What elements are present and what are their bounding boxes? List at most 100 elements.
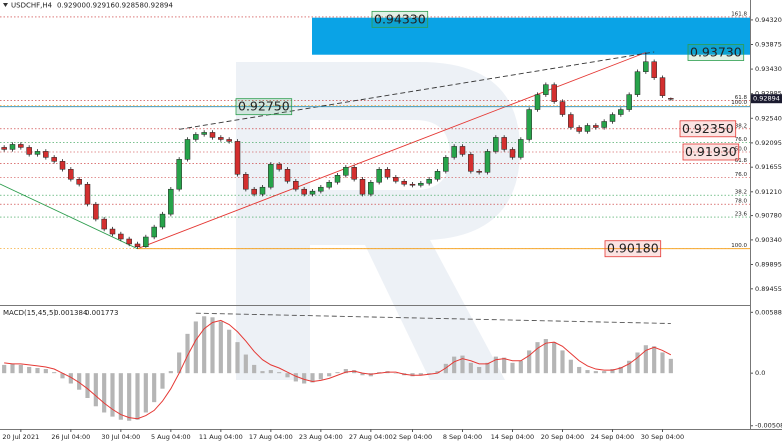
candle-body [193, 134, 199, 140]
macd-bar [460, 355, 465, 374]
candle-body [626, 94, 632, 110]
macd-bar [452, 356, 457, 374]
macd-bar [410, 373, 415, 377]
candle-body [568, 114, 574, 128]
x-tick-label: 30 Sep 04:00 [641, 433, 684, 441]
candle-body [218, 137, 224, 140]
signal-line [4, 319, 672, 420]
y-tick-label: 0.93875 [755, 40, 782, 48]
macd-bar [143, 373, 148, 413]
macd-bar [227, 329, 232, 374]
candle-body [118, 233, 124, 240]
macd-bar [293, 373, 298, 382]
macd-bar [152, 373, 157, 403]
macd-bar [418, 373, 423, 376]
candle-body [201, 132, 207, 135]
x-tick-label: 23 Aug 04:00 [299, 433, 343, 441]
macd-bar [110, 373, 115, 417]
y-tick-label: 0.92985 [755, 90, 782, 98]
candle-body [168, 188, 174, 215]
macd-bar [468, 362, 473, 374]
candle-body [93, 203, 99, 220]
trend-line [195, 312, 671, 324]
fib-label: 61.8 [735, 158, 748, 164]
macd-bar [2, 364, 7, 374]
macd-bar [535, 342, 540, 374]
price-label: 0.94330 [374, 11, 426, 26]
candle-body [59, 161, 66, 170]
candle-body [468, 154, 474, 172]
macd-bar [502, 357, 507, 374]
macd-bar [302, 373, 307, 384]
candle-body [226, 139, 232, 142]
candle-body [68, 169, 74, 180]
fib-label: 100.0 [731, 243, 747, 249]
macd-bar [360, 373, 365, 376]
macd-bar [27, 366, 32, 374]
macd-bar [210, 317, 215, 374]
fib-label: 76.0 [735, 137, 748, 143]
macd-bar [252, 364, 257, 374]
y-tick-label: 0.0 [755, 369, 765, 377]
candle-body [501, 137, 507, 150]
macd-bar [435, 371, 440, 374]
macd-bar [168, 371, 173, 374]
macd-bar [668, 358, 673, 374]
candle-body [643, 61, 649, 72]
y-tick-label: 0.89455 [755, 285, 782, 293]
candle-body [268, 164, 274, 188]
x-tick-label: 11 Aug 04:00 [199, 433, 243, 441]
trend-line [0, 183, 138, 250]
candle-body [493, 137, 499, 152]
price-label-box [604, 240, 662, 258]
macd-bar [335, 372, 340, 374]
macd-bar [268, 370, 273, 374]
menu-arrow[interactable] [3, 3, 8, 7]
symbol: USDCHF,H4 [11, 2, 53, 10]
y-tick-label: 0.93430 [755, 65, 782, 73]
fib-label: 38.2 [735, 190, 747, 196]
y-tick-label: 0.92095 [755, 139, 782, 147]
fib-label: 38.2 [735, 123, 747, 129]
price-label: 0.90180 [607, 241, 659, 256]
macd-bar [52, 372, 57, 374]
candle-body [451, 146, 457, 158]
macd-bar [560, 350, 565, 374]
candle-body [76, 178, 82, 185]
trend-line [179, 51, 655, 130]
candle-body [126, 238, 132, 245]
macd-title: MACD(15,45,5) [3, 309, 56, 317]
macd-bar [602, 371, 607, 374]
candle-body [576, 127, 582, 132]
candle-body [659, 77, 666, 96]
x-tick-label: 30 Jul 04:00 [101, 433, 140, 441]
candle-body [84, 183, 91, 205]
macd-bar [160, 373, 165, 389]
macd-bar [543, 339, 548, 374]
macd-bar [327, 373, 332, 377]
candle-body [134, 243, 141, 247]
macd-bar [377, 372, 382, 374]
macd-bar [627, 360, 632, 374]
candle-body [184, 139, 191, 160]
macd-bar [610, 369, 615, 374]
candle-body [34, 151, 41, 155]
header-low: 0.92858 [115, 2, 144, 10]
x-tick-label: 5 Aug 04:00 [151, 433, 191, 441]
price-label-box [682, 143, 740, 161]
candle-body [418, 182, 424, 186]
candle-body [393, 177, 399, 182]
candle-body [434, 171, 441, 180]
candle-body [476, 171, 482, 173]
candle-body [43, 151, 49, 158]
price-label: 0.91930 [685, 144, 737, 159]
fib-label: 78.0 [735, 199, 748, 205]
macd-bar [202, 316, 207, 374]
candle-body [484, 151, 491, 173]
candle-body [368, 181, 374, 195]
macd-bar [43, 369, 48, 374]
y-tick-label: 0.89895 [755, 260, 782, 268]
candle-body [409, 183, 416, 186]
x-tick-label: 27 Aug 04:00 [349, 433, 393, 441]
candle-body [326, 181, 332, 188]
